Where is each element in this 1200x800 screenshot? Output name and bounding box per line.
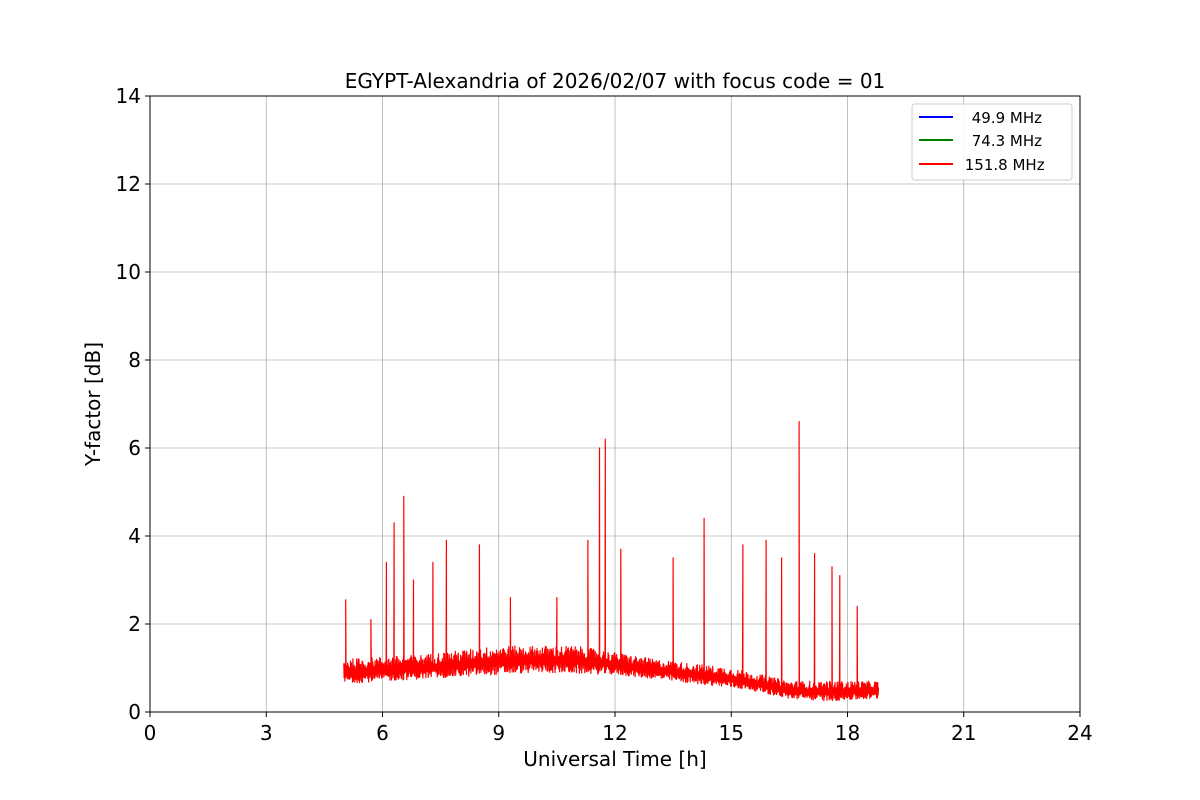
y-tick-label: 4 — [128, 524, 141, 548]
y-axis-label: Y-factor [dB] — [81, 342, 105, 467]
y-tick-label: 0 — [128, 700, 141, 724]
y-tick-label: 12 — [116, 172, 141, 196]
chart-title: EGYPT-Alexandria of 2026/02/07 with focu… — [345, 69, 886, 93]
y-axis-ticks: 0 2 4 6 8 10 12 14 — [116, 84, 150, 724]
y-tick-label: 8 — [128, 348, 141, 372]
x-tick-label: 18 — [835, 721, 860, 745]
x-tick-label: 0 — [144, 721, 157, 745]
x-tick-label: 21 — [951, 721, 976, 745]
legend: 49.9 MHz 74.3 MHz 151.8 MHz — [911, 103, 1073, 181]
y-tick-label: 14 — [116, 84, 141, 108]
y-tick-label: 2 — [128, 612, 141, 636]
y-tick-label: 6 — [128, 436, 141, 460]
x-tick-label: 24 — [1067, 721, 1092, 745]
series-line-2 — [343, 421, 880, 702]
x-tick-label: 6 — [376, 721, 389, 745]
x-axis-ticks: 0 3 6 9 12 15 18 21 24 — [144, 712, 1093, 745]
x-tick-label: 3 — [260, 721, 273, 745]
y-tick-label: 10 — [116, 260, 141, 284]
legend-label-2: 151.8 MHz — [960, 156, 1045, 174]
x-tick-label: 15 — [719, 721, 744, 745]
legend-label-1: 74.3 MHz — [967, 132, 1042, 150]
x-axis-label: Universal Time [h] — [523, 747, 706, 771]
legend-label-0: 49.9 MHz — [967, 109, 1042, 127]
legend-box — [911, 103, 1073, 181]
x-tick-label: 12 — [602, 721, 627, 745]
x-tick-label: 9 — [492, 721, 505, 745]
